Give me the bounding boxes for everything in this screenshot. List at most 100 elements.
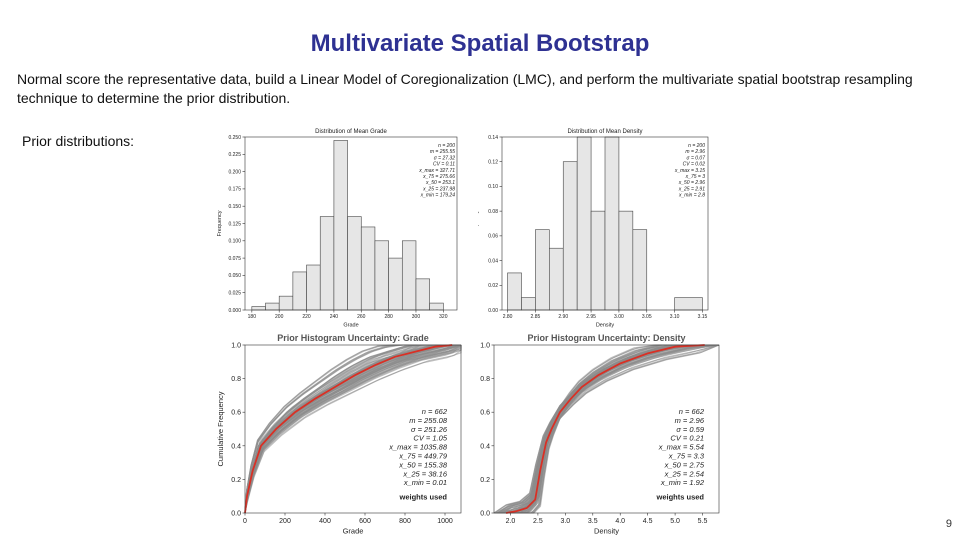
stat-line: x_max = 327.71 [418,168,455,174]
stat-line: x_75 = 3 [685,174,706,180]
prior-distributions-label: Prior distributions: [22,133,135,149]
y-tick-label: 0.0 [231,510,241,517]
x-tick-label: 200 [275,314,284,320]
histogram-bar [374,240,389,311]
y-tick-label: 0.100 [228,239,241,245]
histogram-bar [562,161,578,311]
density-histogram-chart: Distribution of Mean Density 2.80 2.85 2.90… [478,129,709,329]
stat-line: x_50 = 2.96 [678,180,705,186]
realization-line [507,344,700,514]
stat-line: x_min = 1.92 [660,478,705,487]
stat-line: n = 200 [688,143,705,149]
y-tick-label: 0.075 [228,256,241,262]
weights-note: weights used [655,492,704,501]
x-tick-label: 180 [248,314,257,320]
x-axis-label: Density [594,527,619,536]
y-tick-label: 0.2 [231,477,241,484]
y-tick-label: 0.4 [480,443,490,450]
weights-note: weights used [398,492,447,501]
realization-line [244,344,462,514]
x-axis-label: Density [596,323,615,329]
prior-cdf-line [244,344,453,514]
stat-line: x_75 = 3.3 [668,452,705,461]
x-tick-label: 2.90 [558,314,568,320]
x-tick-label: 800 [399,518,411,525]
x-tick-label: 3.10 [670,314,680,320]
histogram-bar [401,240,417,311]
realization-line [494,344,719,514]
y-axis-label: Frequency [478,210,480,236]
histogram-bar [278,295,294,311]
y-tick-label: 0.2 [480,477,490,484]
stat-line: σ = 251.26 [411,425,448,434]
stat-line: x_min = 179.24 [420,193,456,199]
y-tick-label: 0.12 [488,159,498,165]
x-tick-label: 4.5 [643,518,653,525]
y-axis-label: Cumulative Frequency [216,391,225,466]
x-tick-label: 3.05 [642,314,652,320]
histogram-bar [632,229,648,311]
slide-title: Multivariate Spatial Bootstrap [310,30,650,57]
stat-line: σ = 0.07 [687,155,706,161]
stat-line: x_50 = 155.38 [398,460,448,469]
x-tick-label: 260 [357,314,366,320]
x-tick-label: 3.0 [560,518,570,525]
density-cdf-chart: Prior Histogram Uncertainty: Density 2.0 2… [480,333,720,536]
y-tick-label: 0.8 [231,376,241,383]
y-tick-label: 0.04 [488,258,498,264]
plot-frame [244,344,462,514]
y-tick-label: 0.0 [480,510,490,517]
grade-histogram-chart: Distribution of Mean Grade 180 200 220 240 26… [217,129,458,329]
histogram-bar [429,302,444,311]
stat-line: σ = 0.59 [676,425,704,434]
histogram-bar [360,226,376,311]
y-tick-label: 0.150 [228,204,241,210]
chart-title: Distribution of Mean Density [567,129,642,135]
histogram-bar [319,216,335,311]
stat-line: x_75 = 449.79 [398,452,448,461]
histogram-bar [388,257,403,311]
realization-line [244,345,462,514]
histogram-bar [265,302,280,311]
y-tick-label: 0.175 [228,187,241,193]
x-tick-label: 320 [439,314,448,320]
grade-cdf-chart: Prior Histogram Uncertainty: Grade 0 200 40… [216,333,462,536]
y-tick-label: 0.14 [488,135,498,141]
stat-line: n = 662 [679,407,705,416]
stat-line: x_max = 1035.88 [388,443,448,452]
x-tick-label: 2.80 [503,314,513,320]
histogram-bar [333,140,348,311]
stat-line: x_25 = 2.54 [664,469,704,478]
histogram-bar [576,136,592,311]
y-tick-label: 0.08 [488,209,498,215]
stat-line: CV = 0.11 [433,162,455,168]
y-tick-label: 0.6 [231,410,241,417]
stat-line: x_50 = 253.1 [425,180,455,186]
x-tick-label: 280 [384,314,393,320]
stat-line: x_50 = 2.75 [664,460,705,469]
stat-line: x_25 = 38.16 [402,469,447,478]
stat-line: x_min = 0.01 [403,478,447,487]
y-tick-label: 0.250 [228,135,241,141]
y-tick-label: 1.0 [480,342,490,349]
chart-title: Distribution of Mean Grade [315,129,387,135]
histogram-bar [415,278,430,311]
stat-line: CV = 0.21 [670,434,704,443]
x-tick-label: 3.5 [588,518,598,525]
y-tick-label: 0.225 [228,152,241,158]
stat-line: m = 255.55 [430,149,455,155]
stat-line: x_min = 2.8 [678,193,705,199]
chart-title: Prior Histogram Uncertainty: Density [527,333,685,343]
x-tick-label: 220 [302,314,311,320]
plot-frame [493,344,720,514]
histogram-bar [535,229,550,311]
x-tick-label: 1000 [437,518,453,525]
stat-line: x_max = 5.54 [658,443,704,452]
histogram-bar [507,272,522,311]
histogram-bar [618,210,634,311]
y-tick-label: 0.06 [488,234,498,240]
y-tick-label: 0.10 [488,184,498,190]
histogram-bar [251,306,266,311]
y-tick-label: 1.0 [231,342,241,349]
x-axis-label: Grade [343,527,364,536]
